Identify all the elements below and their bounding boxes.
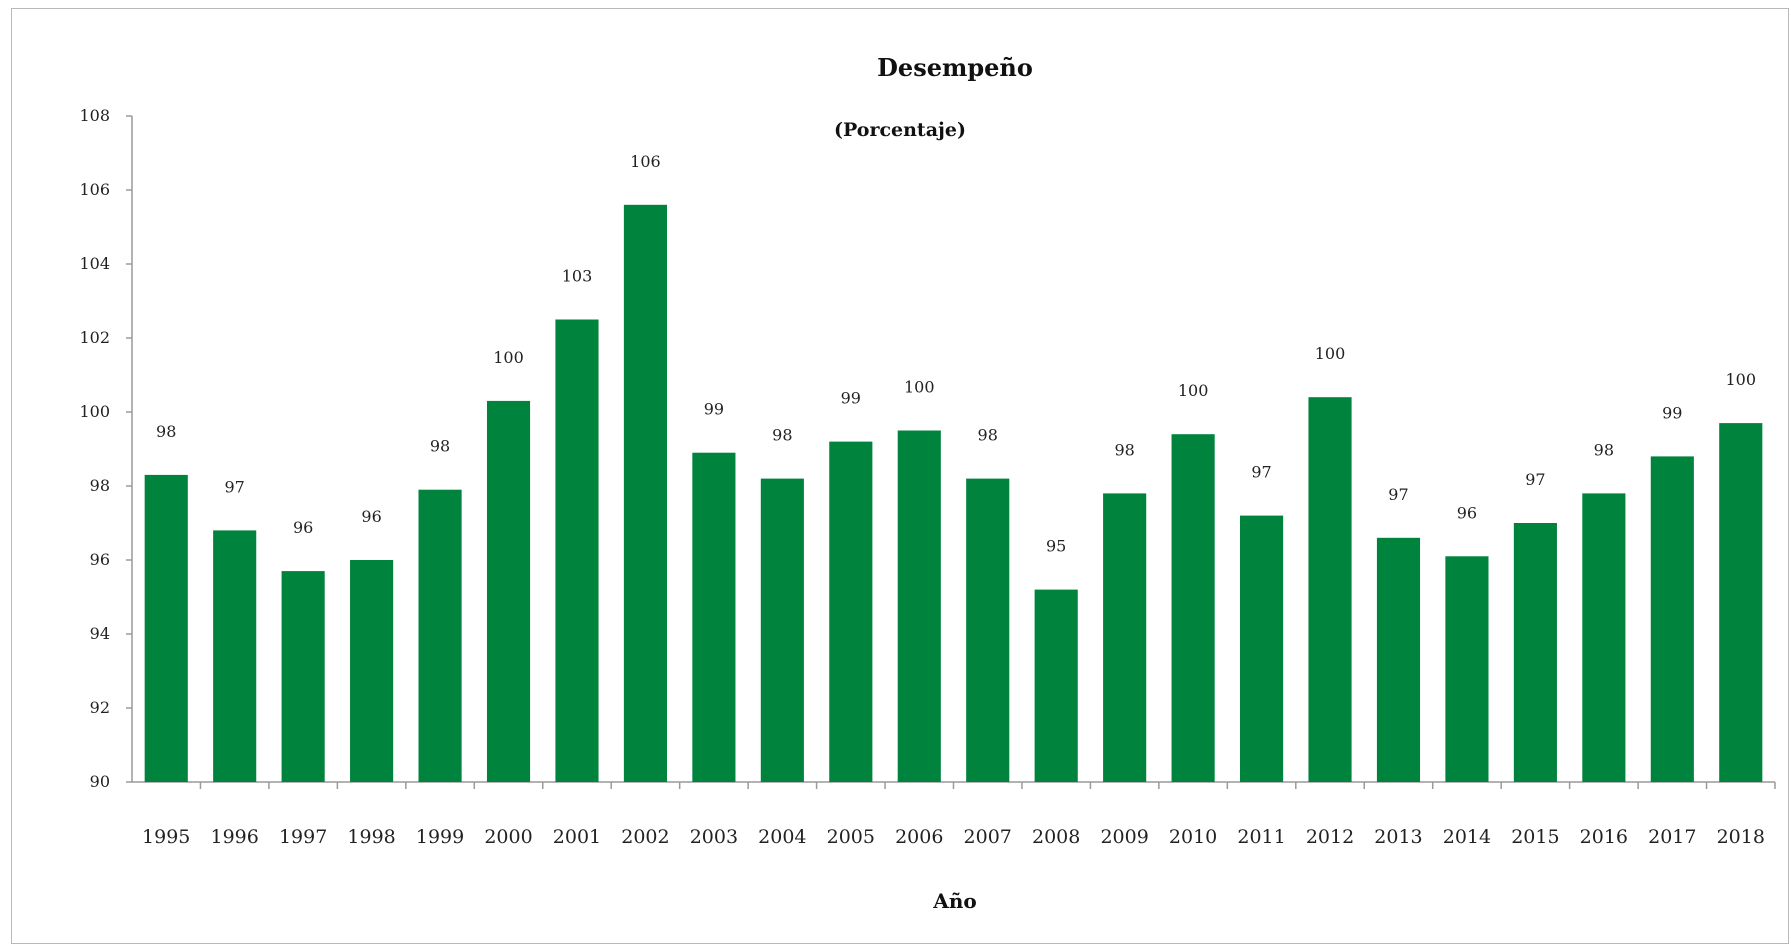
bar-2007 <box>966 478 1010 782</box>
x-tick-label: 2011 <box>1237 826 1285 848</box>
x-tick-label: 2013 <box>1374 826 1422 848</box>
bar-2016 <box>1582 493 1626 782</box>
bar-2014 <box>1445 556 1489 782</box>
x-tick-label: 2018 <box>1717 826 1765 848</box>
x-axis-label: Año <box>932 889 976 913</box>
data-label: 96 <box>293 518 313 537</box>
x-tick-label: 2017 <box>1648 826 1696 848</box>
bar-2005 <box>829 441 873 782</box>
data-label: 98 <box>978 426 998 445</box>
x-tick-label: 1997 <box>279 826 327 848</box>
x-tick-label: 2004 <box>758 826 806 848</box>
data-label: 97 <box>1388 485 1408 504</box>
bar-2009 <box>1103 493 1147 782</box>
x-tick-label: 1995 <box>142 826 190 848</box>
bar-2015 <box>1513 523 1557 782</box>
y-tick-label: 94 <box>90 624 110 643</box>
x-tick-label: 2003 <box>690 826 738 848</box>
data-label: 100 <box>493 348 524 367</box>
bar-1996 <box>213 530 257 782</box>
x-tick-label: 2007 <box>964 826 1012 848</box>
bar-2018 <box>1719 423 1763 782</box>
x-tick-label: 2006 <box>895 826 943 848</box>
x-tick-label: 2012 <box>1306 826 1354 848</box>
data-label: 100 <box>904 378 935 397</box>
data-label: 100 <box>1725 370 1756 389</box>
y-tick-label: 104 <box>79 254 110 273</box>
data-label: 98 <box>1594 440 1614 459</box>
x-tick-label: 2010 <box>1169 826 1217 848</box>
chart-subtitle: (Porcentaje) <box>834 119 966 141</box>
bar-2006 <box>897 430 941 782</box>
data-label: 99 <box>841 389 861 408</box>
x-tick-label: 2009 <box>1100 826 1148 848</box>
bar-2008 <box>1034 589 1078 782</box>
x-axis-ticks: 1995 1996 1997 1998 1999 2000 2001 2002 2003 2004… <box>142 782 1776 848</box>
data-label: 99 <box>704 400 724 419</box>
x-tick-label: 2002 <box>621 826 669 848</box>
bar-1995 <box>144 474 188 782</box>
data-label: 99 <box>1662 403 1682 422</box>
data-label: 100 <box>1178 381 1209 400</box>
x-tick-label: 2014 <box>1443 826 1491 848</box>
x-tick-label: 2005 <box>827 826 875 848</box>
y-tick-label: 98 <box>90 476 110 495</box>
y-tick-label: 106 <box>79 180 110 199</box>
bar-2011 <box>1239 515 1284 782</box>
data-label: 98 <box>772 426 792 445</box>
y-tick-label: 96 <box>90 550 110 569</box>
data-label: 97 <box>1525 470 1545 489</box>
bar-2017 <box>1650 456 1694 782</box>
x-tick-label: 2016 <box>1580 826 1628 848</box>
bar-1997 <box>281 571 325 782</box>
data-label: 98 <box>156 422 176 441</box>
bar-2002 <box>623 204 668 783</box>
chart-frame <box>11 8 1789 944</box>
bar-2010 <box>1171 434 1215 782</box>
data-label: 97 <box>1251 463 1271 482</box>
x-tick-label: 2001 <box>553 826 601 848</box>
bar-2012 <box>1308 397 1352 782</box>
bar-2000 <box>486 400 531 782</box>
data-label: 97 <box>225 477 245 496</box>
data-label: 98 <box>1114 440 1134 459</box>
x-tick-label: 2008 <box>1032 826 1080 848</box>
data-label: 96 <box>1457 503 1477 522</box>
bar-1999 <box>418 489 462 782</box>
data-label: 96 <box>361 507 381 526</box>
y-tick-label: 108 <box>79 106 110 125</box>
data-label: 106 <box>630 152 661 171</box>
y-tick-label: 100 <box>79 402 110 421</box>
x-tick-label: 2015 <box>1511 826 1559 848</box>
y-axis-ticks: 90 92 94 96 98 100 102 104 106 108 <box>79 106 132 791</box>
x-tick-label: 1999 <box>416 826 464 848</box>
y-tick-label: 92 <box>90 698 110 717</box>
bar-2001 <box>555 319 599 782</box>
bar-2013 <box>1376 537 1421 782</box>
chart-title: Desempeño <box>877 53 1033 82</box>
x-tick-label: 1996 <box>211 826 259 848</box>
data-label: 103 <box>562 267 593 286</box>
y-tick-label: 90 <box>90 772 110 791</box>
data-label: 95 <box>1046 537 1066 556</box>
bars-group <box>144 204 1763 783</box>
bar-2004 <box>760 478 804 782</box>
data-labels: 98 97 96 96 98 100 103 106 99 98 99 100 98 95 98 100 97 1… <box>156 152 1756 556</box>
bar-1998 <box>350 560 394 782</box>
bar-2003 <box>692 452 736 782</box>
data-label: 100 <box>1315 344 1346 363</box>
y-tick-label: 102 <box>79 328 110 347</box>
x-tick-label: 2000 <box>484 826 532 848</box>
data-label: 98 <box>430 437 450 456</box>
x-tick-label: 1998 <box>347 826 395 848</box>
